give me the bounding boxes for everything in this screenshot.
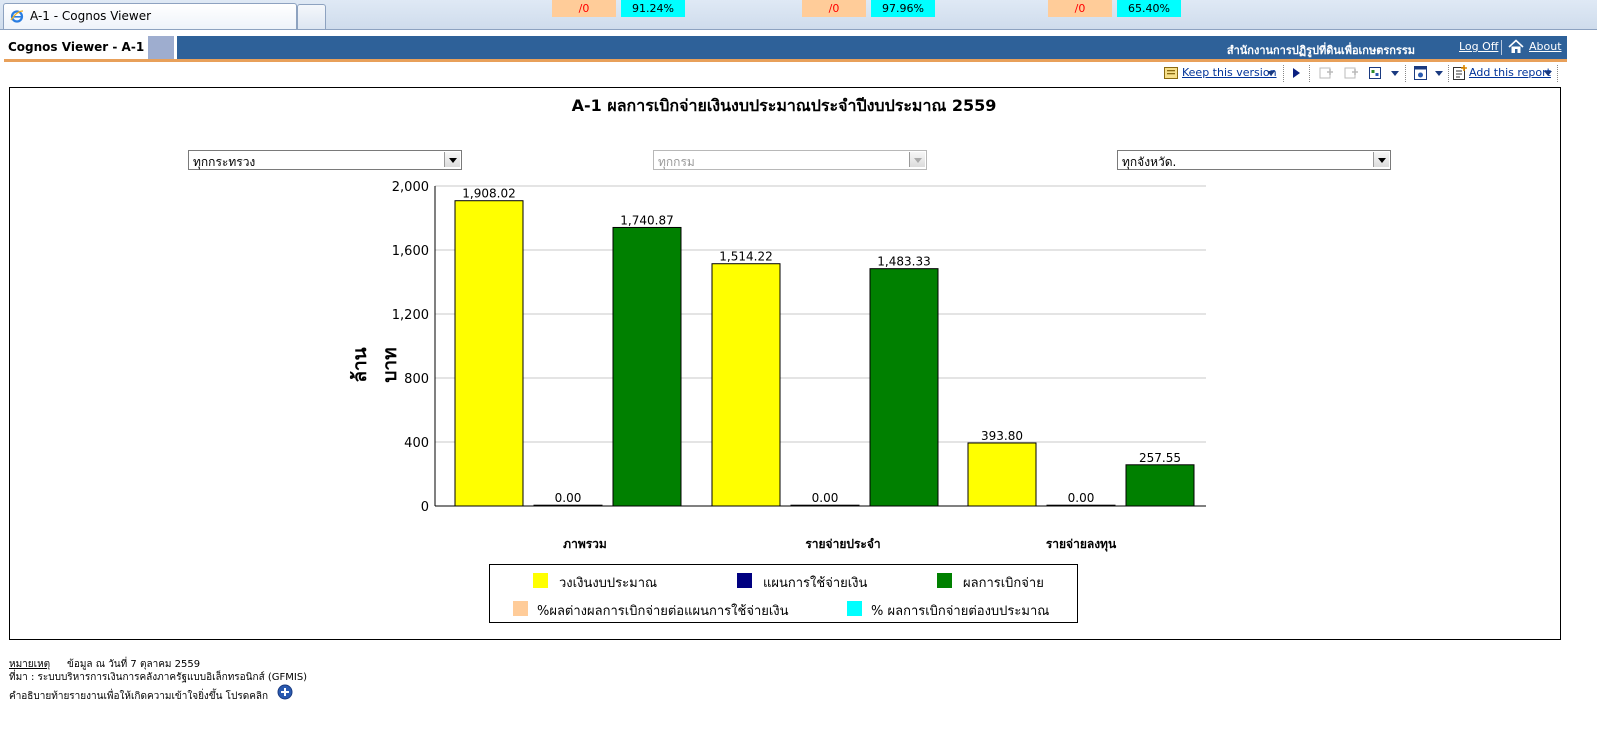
- legend-swatch-percent-diff: [513, 601, 528, 616]
- view-in-format-icon[interactable]: [1413, 65, 1428, 81]
- browser-tab-title: A-1 - Cognos Viewer: [30, 9, 152, 23]
- view-format-dropdown-icon[interactable]: [1435, 71, 1443, 76]
- percent-disbursed-box: 97.96%: [871, 0, 935, 17]
- home-icon[interactable]: [1508, 39, 1524, 54]
- province-select-value: ทุกจังหวัด.: [1122, 155, 1177, 169]
- toolbar-separator: [1283, 65, 1285, 82]
- percent-disbursed-box: 65.40%: [1117, 0, 1181, 17]
- ie-icon: [10, 10, 24, 23]
- legend-label: แผนการใช้จ่ายเงิน: [763, 576, 868, 591]
- keep-version-icon[interactable]: [1163, 65, 1179, 81]
- chart-legend: วงเงินงบประมาณ แผนการใช้จ่ายเงิน ผลการเบ…: [489, 564, 1078, 623]
- note-text: ข้อมูล ณ วันที่ 7 ตุลาคม 2559: [67, 659, 201, 670]
- bar-value-label: 1,908.02: [462, 187, 515, 201]
- y-tick-label: 0: [421, 500, 429, 515]
- y-tick-label: 400: [404, 436, 429, 451]
- y-tick-label: 800: [404, 372, 429, 387]
- legend-label: %ผลต่างผลการเบิกจ่ายต่อแผนการใช้จ่ายเงิน: [537, 604, 789, 619]
- legend-label: วงเงินงบประมาณ: [559, 576, 658, 591]
- drill-up-icon: [1344, 67, 1358, 79]
- percent-diff-box: /0: [1048, 0, 1112, 17]
- department-select-value: ทุกกรม: [658, 155, 695, 169]
- explain-text: คำอธิบายท้ายรายงานเพื่อให้เกิดความเข้าใจ…: [9, 691, 269, 702]
- bar: [967, 442, 1037, 507]
- report-title: A-1 ผลการเบิกจ่ายเงินงบประมาณประจำปีงบปร…: [571, 96, 997, 115]
- ministry-select[interactable]: ทุกกระทรวง: [188, 150, 462, 170]
- expand-plus-icon[interactable]: [277, 684, 293, 700]
- bar-value-label: 1,740.87: [620, 213, 673, 227]
- chevron-down-icon: [909, 152, 925, 167]
- chevron-down-icon[interactable]: [1373, 152, 1389, 167]
- browser-tab-strip: A-1 - Cognos Viewer: [0, 0, 1597, 30]
- legend-swatch-percent-disbursed: [847, 601, 862, 616]
- add-report-link[interactable]: Add this report: [1469, 66, 1551, 79]
- header-spacer: [148, 36, 174, 59]
- legend-swatch-disbursed: [937, 573, 952, 588]
- legend-swatch-plan: [737, 573, 752, 588]
- legend-label: ผลการเบิกจ่าย: [963, 576, 1044, 591]
- toolbar-separator: [1309, 65, 1311, 82]
- source-text: ที่มา : ระบบบริหารการเงินการคลังภาครัฐแบ…: [9, 672, 308, 683]
- bar-value-label: 0.00: [1068, 491, 1095, 505]
- logoff-link[interactable]: Log Off: [1459, 40, 1499, 53]
- budget-bar-chart: 0 400 800 1,200 1,600 2,000 1,908.02 0.00 1,740.…: [392, 180, 1206, 515]
- report-frame: [9, 87, 1561, 640]
- toolbar-separator: [1557, 65, 1559, 82]
- percent-diff-box: /0: [802, 0, 866, 17]
- header-separator: [1501, 40, 1502, 55]
- bar-value-label: 0.00: [555, 491, 582, 505]
- header-bar: สำนักงานการปฏิรูปที่ดินเพื่อเกษตรกรรม Lo…: [177, 36, 1567, 59]
- note-label: หมายเหตุ: [9, 659, 51, 670]
- related-links-icon[interactable]: [1368, 65, 1385, 81]
- percent-disbursed-box: 91.24%: [621, 0, 685, 17]
- legend-swatch-budget: [533, 573, 548, 588]
- y-tick-label: 1,200: [392, 308, 429, 323]
- header-underline: [4, 59, 1567, 62]
- bar-value-label: 393.80: [981, 429, 1023, 443]
- bar-value-label: 1,514.22: [719, 250, 772, 264]
- browser-tab[interactable]: A-1 - Cognos Viewer: [3, 3, 297, 29]
- bar-value-label: 1,483.33: [877, 255, 930, 269]
- about-link[interactable]: About: [1529, 40, 1562, 53]
- add-report-icon[interactable]: [1452, 64, 1468, 81]
- drill-down-icon: [1319, 67, 1333, 79]
- bar: [454, 200, 524, 507]
- y-tick-label: 2,000: [392, 180, 429, 195]
- legend-label: % ผลการเบิกจ่ายต่องบประมาณ: [871, 604, 1050, 619]
- keep-version-dropdown-icon[interactable]: [1267, 71, 1275, 76]
- bar: [1125, 464, 1195, 507]
- related-links-dropdown-icon[interactable]: [1391, 71, 1399, 76]
- bar: [711, 263, 781, 507]
- chevron-down-icon[interactable]: [444, 152, 460, 167]
- bar: [790, 504, 860, 507]
- department-select: ทุกกรม: [653, 150, 927, 170]
- y-tick-label: 1,600: [392, 244, 429, 259]
- province-select[interactable]: ทุกจังหวัด.: [1117, 150, 1391, 170]
- keep-version-link[interactable]: Keep this version: [1182, 66, 1277, 79]
- new-tab-button[interactable]: [297, 4, 326, 29]
- run-icon[interactable]: [1290, 66, 1302, 80]
- category-label: รายจ่ายลงทุน: [1045, 537, 1117, 551]
- bar: [533, 504, 603, 507]
- bar-value-label: 0.00: [812, 491, 839, 505]
- category-label: ภาพรวม: [563, 537, 607, 551]
- ministry-select-value: ทุกกระทรวง: [193, 155, 256, 169]
- viewer-title: Cognos Viewer - A-1: [8, 40, 145, 54]
- toolbar-separator: [1448, 65, 1450, 82]
- category-label: รายจ่ายประจำ: [805, 537, 881, 551]
- bar: [612, 226, 682, 507]
- add-report-dropdown-icon[interactable]: [1544, 71, 1552, 76]
- organization-name: สำนักงานการปฏิรูปที่ดินเพื่อเกษตรกรรม: [1226, 44, 1415, 57]
- bar: [869, 268, 939, 507]
- bar: [1046, 504, 1116, 507]
- bar-value-label: 257.55: [1139, 451, 1181, 465]
- percent-diff-box: /0: [552, 0, 616, 17]
- toolbar-separator: [1405, 65, 1407, 82]
